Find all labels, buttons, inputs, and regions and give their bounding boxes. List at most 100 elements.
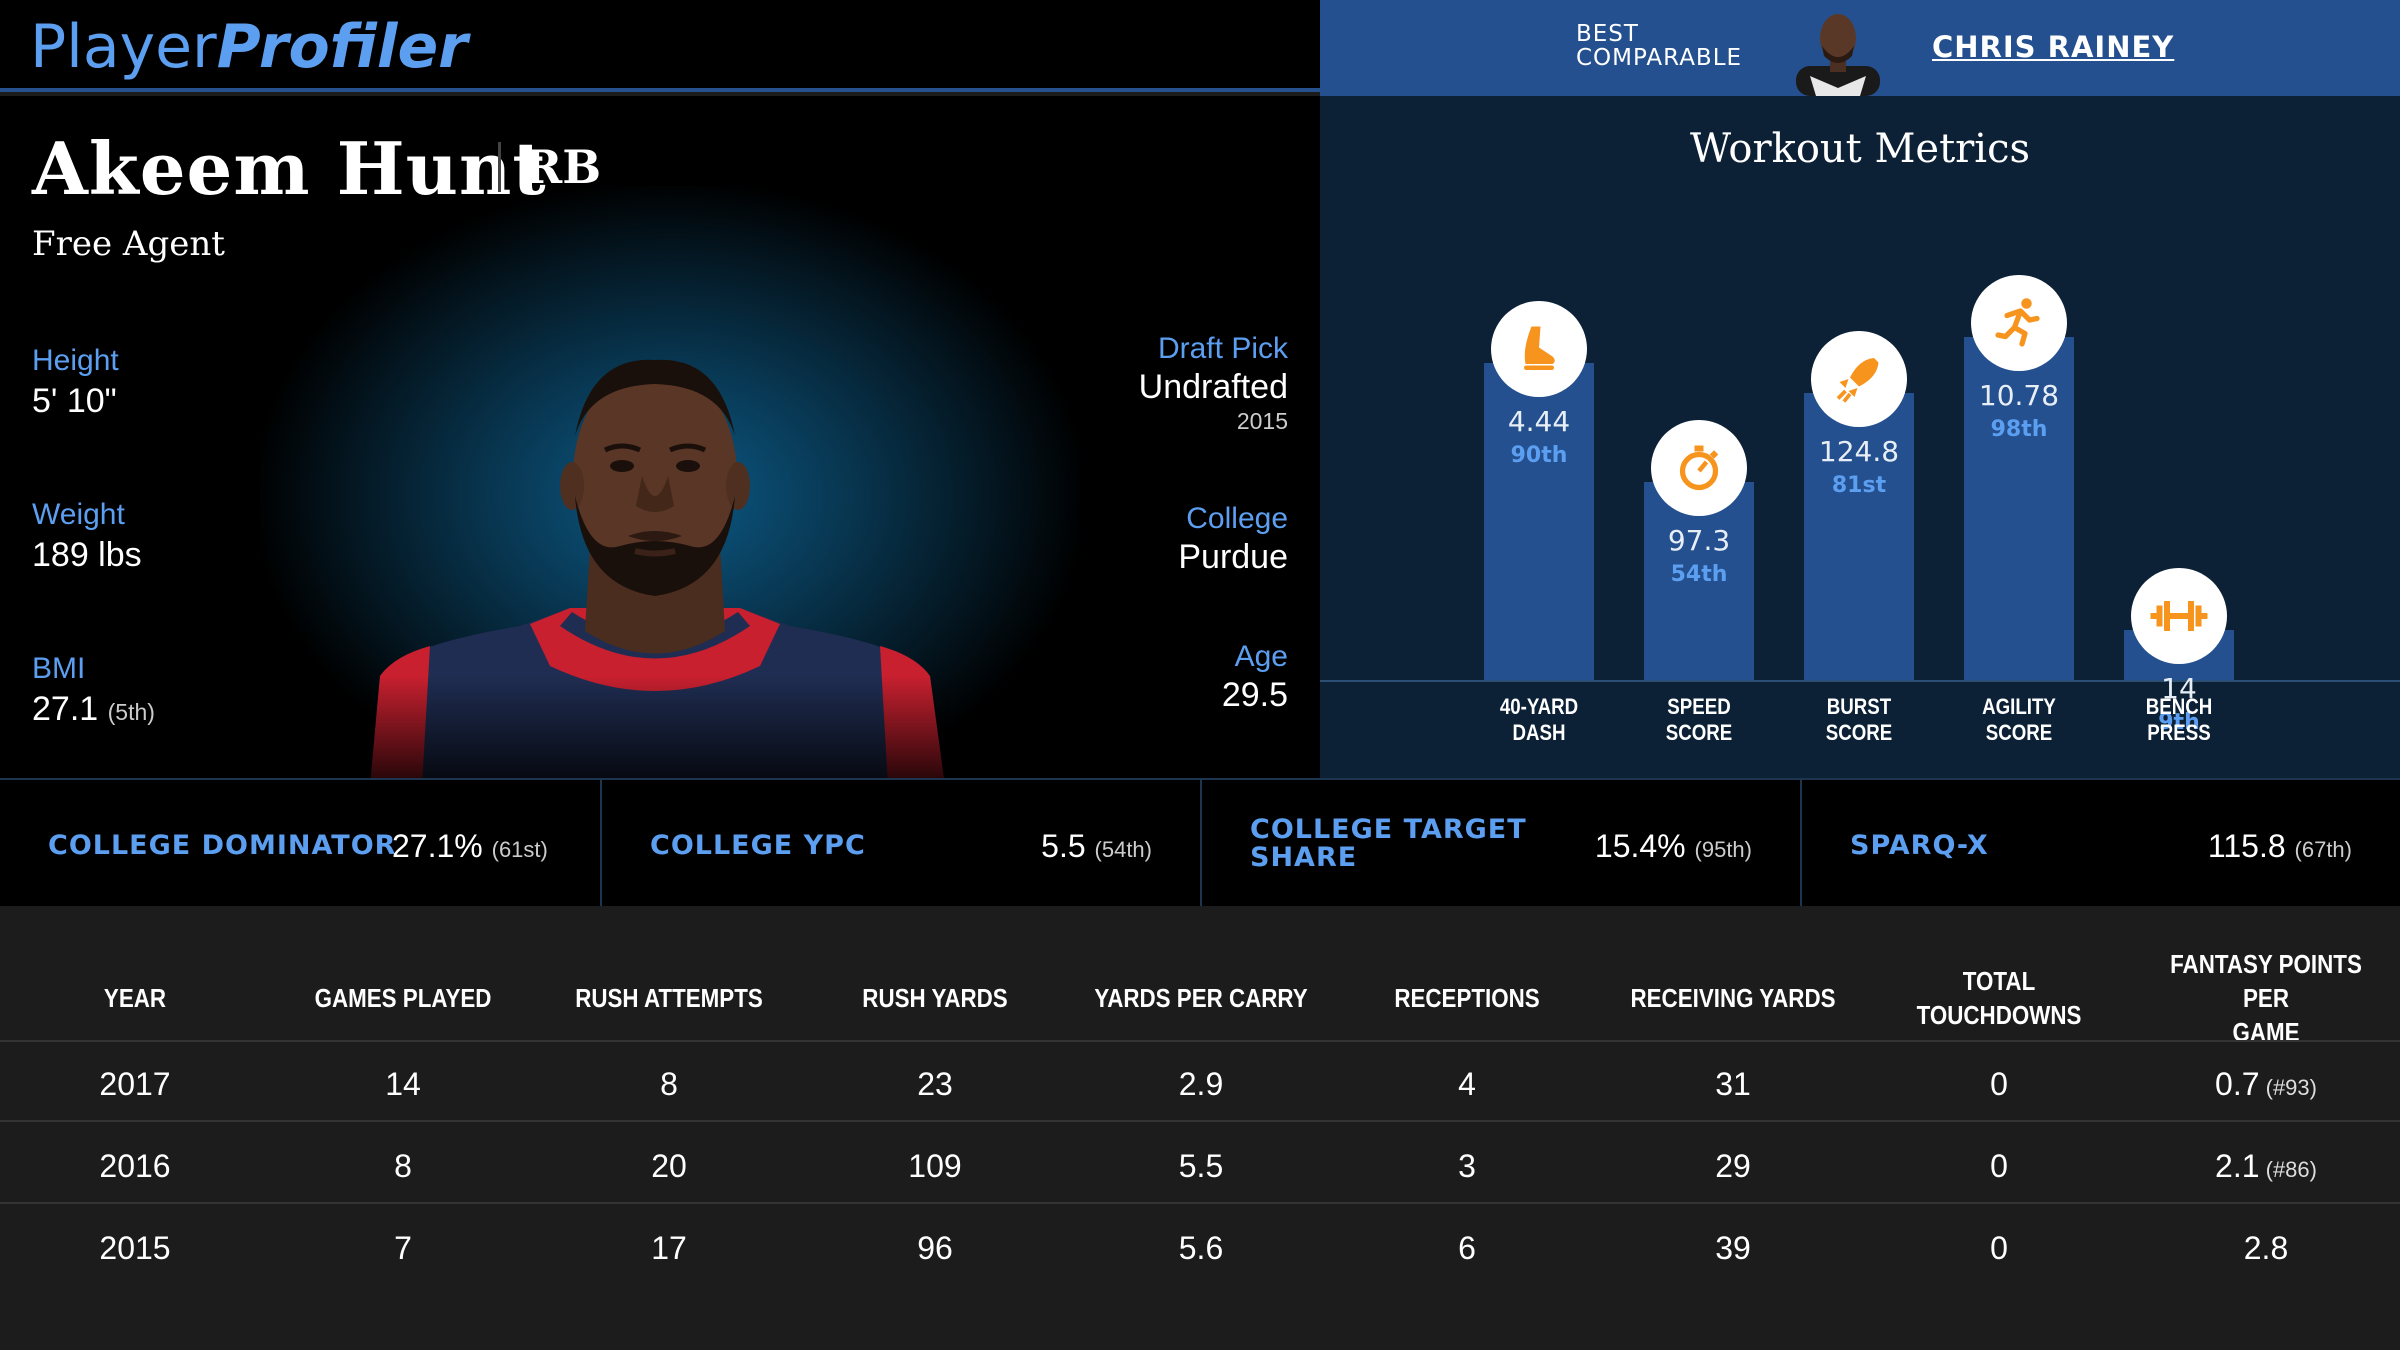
cell-yards-per-carry: 2.9 xyxy=(1178,1066,1224,1102)
header-fantasy-line2: GAME xyxy=(2232,1017,2300,1047)
workout-metrics-title: Workout Metrics xyxy=(1689,126,2031,172)
college-dominator-number: 27.1% xyxy=(392,828,483,864)
metric-percentile-0: 90th xyxy=(1510,443,1568,468)
metric-label-line1: AGILITY xyxy=(1982,694,2056,719)
metric-label-line2: SCORE xyxy=(1825,720,1893,745)
rocket-icon xyxy=(1811,330,1907,427)
metric-bar-2 xyxy=(1804,392,1914,680)
metric-label-2: BURST SCORE xyxy=(1791,694,1927,746)
metric-value-4: 14 xyxy=(2161,672,2197,706)
sparq-x-rank: (67th) xyxy=(2294,837,2352,862)
draft-year: 2015 xyxy=(1236,408,1288,434)
header-receptions: RECEPTIONS xyxy=(1394,983,1540,1013)
college-value: Purdue xyxy=(1178,538,1288,576)
cell-receptions: 6 xyxy=(1458,1230,1476,1266)
college-ypc-label: COLLEGE YPC xyxy=(650,830,866,861)
college-target-share-value: 15.4% (95th) xyxy=(1595,828,1752,865)
college-label: College xyxy=(1186,502,1288,535)
metric-label-line2: PRESS xyxy=(2147,720,2211,745)
row-divider xyxy=(0,1202,2400,1204)
player-position: RB xyxy=(524,140,602,194)
college-ypc-rank: (54th) xyxy=(1094,837,1152,862)
cell-games-played: 14 xyxy=(385,1066,421,1102)
bmi-value: 27.1 (5th) xyxy=(32,690,155,729)
header-receiving-yards: RECEIVING YARDS xyxy=(1630,983,1836,1013)
cell-receiving-yards: 39 xyxy=(1715,1230,1751,1266)
height-value: 5' 10" xyxy=(32,382,117,420)
cell-total-touchdowns: 0 xyxy=(1990,1066,2008,1102)
header-rush-yards: RUSH YARDS xyxy=(862,983,1008,1013)
dumbbell-icon xyxy=(2131,568,2227,665)
workout-metrics-panel: Workout Metrics 4.44 90th 40-YARD DASH 97.3 5… xyxy=(1320,96,2400,778)
cell-receptions: 4 xyxy=(1458,1066,1476,1102)
weight-value: 189 lbs xyxy=(32,536,142,574)
metric-label-line1: BURST xyxy=(1826,694,1892,719)
target-share-number: 15.4% xyxy=(1594,828,1686,864)
comparable-label-line2: COMPARABLE xyxy=(1576,45,1743,71)
runner-icon xyxy=(1971,274,2067,371)
draft-label: Draft Pick xyxy=(1157,332,1288,365)
player-profile-panel: Akeem Hunt RB Free Agent Height 5' 10" W… xyxy=(0,96,1320,778)
cell-yards-per-carry: 5.5 xyxy=(1178,1148,1224,1184)
cell-rush-attempts: 20 xyxy=(651,1148,687,1184)
cell-rush-attempts: 8 xyxy=(660,1066,678,1102)
cell-fantasy-points: 2.8 xyxy=(2132,1230,2400,1267)
metric-label-0: 40-YARD DASH xyxy=(1471,694,1607,746)
stat-college-target-share: COLLEGE TARGET SHARE 15.4% (95th) xyxy=(1200,780,1800,908)
site-logo[interactable]: PlayerProfiler xyxy=(30,12,468,82)
cell-rush-yards: 109 xyxy=(908,1148,962,1184)
metric-bar-3 xyxy=(1964,336,2074,680)
sparq-x-value: 115.8 (67th) xyxy=(2208,828,2352,865)
cell-receptions: 3 xyxy=(1458,1148,1476,1184)
target-share-label-line2: SHARE xyxy=(1250,842,1358,873)
stat-sparq-x: SPARQ-X 115.8 (67th) xyxy=(1800,780,2400,908)
logo-part1: Player xyxy=(30,12,217,82)
metric-percentile-2: 81st xyxy=(1831,472,1887,498)
season-stats-table: YEAR GAMES PLAYED RUSH ATTEMPTS RUSH YAR… xyxy=(0,906,2400,1350)
stat-college-ypc: COLLEGE YPC 5.5 (54th) xyxy=(600,780,1200,908)
metric-label-1: SPEED SCORE xyxy=(1631,694,1767,746)
metric-percentile-4: 9th xyxy=(2158,710,2200,736)
metric-bar-0 xyxy=(1484,363,1594,680)
header-games-played: GAMES PLAYED xyxy=(314,983,492,1013)
header-year: YEAR xyxy=(103,983,167,1013)
cell-year: 2015 xyxy=(99,1230,171,1266)
header-total-touchdowns: TOTAL TOUCHDOWNS xyxy=(1916,966,2082,1030)
cell-year: 2017 xyxy=(99,1066,171,1102)
cell-receiving-yards: 29 xyxy=(1715,1148,1751,1184)
cell-total-touchdowns: 0 xyxy=(1990,1230,2008,1266)
fantasy-points-rank: (#93) xyxy=(2259,1075,2317,1100)
header-yards-per-carry: YARDS PER CARRY xyxy=(1094,983,1308,1013)
bmi-number: 27.1 xyxy=(32,690,99,728)
cell-games-played: 7 xyxy=(394,1230,412,1266)
cell-rush-yards: 96 xyxy=(917,1230,953,1266)
stat-college-dominator: COLLEGE DOMINATOR 27.1% (61st) xyxy=(0,780,600,908)
height-label: Height xyxy=(32,344,119,377)
sparq-x-label: SPARQ-X xyxy=(1850,830,1989,861)
fantasy-points-value: 2.1 xyxy=(2215,1148,2260,1184)
comparable-avatar xyxy=(1790,6,1886,96)
draft-value: Undrafted xyxy=(1138,368,1288,406)
metric-label-line1: SPEED xyxy=(1667,694,1731,719)
target-share-label-line1: COLLEGE TARGET xyxy=(1250,814,1527,845)
metric-label-line1: 40-YARD xyxy=(1499,694,1579,719)
header-bar: PlayerProfiler xyxy=(0,0,1320,92)
metric-label-line2: SCORE xyxy=(1985,720,2053,745)
fantasy-points-value: 2.8 xyxy=(2243,1230,2289,1266)
row-divider xyxy=(0,1120,2400,1122)
metrics-baseline xyxy=(1320,680,2400,682)
metric-label-line2: DASH xyxy=(1512,720,1566,745)
cell-rush-attempts: 17 xyxy=(651,1230,687,1266)
college-dominator-value: 27.1% (61st) xyxy=(392,828,548,865)
cell-rush-yards: 23 xyxy=(917,1066,953,1102)
bmi-label: BMI xyxy=(32,652,86,685)
metric-label-line2: SCORE xyxy=(1665,720,1733,745)
comparable-player-link[interactable]: CHRIS RAINEY xyxy=(1932,30,2175,64)
header-fantasy-points: FANTASY POINTS PER GAME xyxy=(2151,949,2381,1047)
header-rush-attempts: RUSH ATTEMPTS xyxy=(575,983,763,1013)
cell-games-played: 8 xyxy=(394,1148,412,1184)
sparq-x-number: 115.8 xyxy=(2207,828,2286,864)
college-ypc-number: 5.5 xyxy=(1041,828,1086,864)
player-team: Free Agent xyxy=(32,224,225,264)
college-dominator-rank: (61st) xyxy=(491,837,548,862)
